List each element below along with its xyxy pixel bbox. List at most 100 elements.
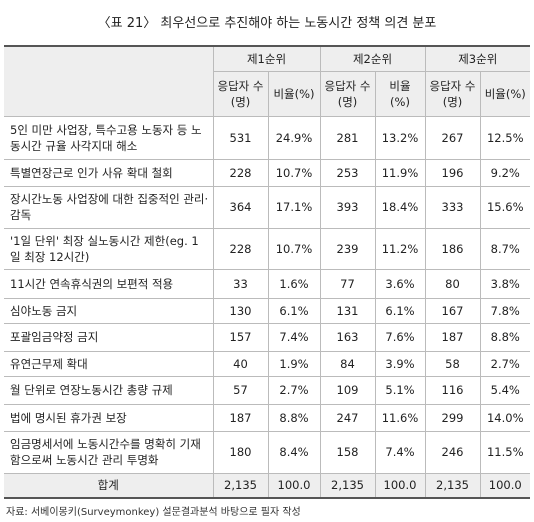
cell: 3.6%: [374, 268, 426, 299]
sub-header: 응답자 수(명): [319, 70, 376, 117]
table-row: 임금명세서에 노동시간수를 명확히 기재함으로써 노동시간 관리 투명화 180 8…: [4, 430, 530, 474]
cell: 267: [424, 115, 481, 160]
total-row: 합계 2,135 100.0 2,135 100.0 2,135 100.0: [4, 472, 530, 499]
cell: 13.2%: [374, 115, 426, 160]
row-label: 포괄임금약정 금지: [4, 322, 214, 352]
cell: 6.1%: [374, 297, 426, 324]
total-cell: 2,135: [319, 472, 376, 499]
cell: 299: [424, 403, 481, 432]
row-label: 유연근무제 확대: [4, 350, 214, 377]
cell: 167: [424, 297, 481, 324]
table: 제1순위 제2순위 제3순위 응답자 수(명) 비율(%) 응답자 수(명) 비율(%) 응답…: [4, 45, 530, 499]
cell: 1.6%: [267, 268, 321, 299]
cell: 131: [319, 297, 376, 324]
cell: 187: [212, 403, 269, 432]
cell: 12.5%: [479, 115, 530, 160]
cell: 2.7%: [479, 350, 530, 377]
cell: 186: [424, 227, 481, 270]
cell: 8.4%: [267, 430, 321, 474]
cell: 40: [212, 350, 269, 377]
cell: 9.2%: [479, 158, 530, 187]
cell: 24.9%: [267, 115, 321, 160]
cell: 393: [319, 185, 376, 229]
row-label: 월 단위로 연장노동시간 총량 규제: [4, 375, 214, 405]
cell: 3.8%: [479, 268, 530, 299]
cell: 11.5%: [479, 430, 530, 474]
cell: 7.4%: [267, 322, 321, 352]
cell: 1.9%: [267, 350, 321, 377]
group-header: 제2순위: [319, 45, 426, 72]
row-label: 심야노동 금지: [4, 297, 214, 324]
total-label: 합계: [4, 472, 214, 499]
table-row: 특별연장근로 인가 사유 확대 철회 228 10.7% 253 11.9% 196 9.2…: [4, 158, 530, 187]
row-label: 5인 미만 사업장, 특수고용 노동자 등 노동시간 규율 사각지대 해소: [4, 115, 214, 160]
cell: 333: [424, 185, 481, 229]
source-note: 자료: 서베이몽키(Surveymonkey) 설문결과분석 바탕으로 필자 작…: [6, 507, 301, 518]
header-corner: [4, 45, 214, 117]
sub-header: 응답자 수(명): [213, 70, 269, 117]
table-row: 법에 명시된 휴가권 보장 187 8.8% 247 11.6% 299 14.0%: [4, 403, 530, 432]
row-label: 특별연장근로 인가 사유 확대 철회: [4, 158, 214, 187]
cell: 364: [212, 185, 269, 229]
cell: 247: [319, 403, 376, 432]
cell: 116: [424, 375, 481, 405]
cell: 130: [212, 297, 269, 324]
total-cell: 2,135: [212, 472, 269, 499]
cell: 5.1%: [374, 375, 426, 405]
cell: 11.2%: [374, 227, 426, 270]
row-label: 장시간노동 사업장에 대한 집중적인 관리·감독: [4, 185, 214, 229]
sub-header: 비율(%): [267, 70, 321, 117]
cell: 158: [319, 430, 376, 474]
cell: 2.7%: [267, 375, 321, 405]
row-label: 11시간 연속휴식권의 보편적 적용: [4, 268, 214, 299]
cell: 15.6%: [479, 185, 530, 229]
header-row: 응답자 수(명) 비율(%) 응답자 수(명) 비율(%) 응답자 수(명) 비율(%): [4, 70, 530, 117]
cell: 17.1%: [267, 185, 321, 229]
cell: 80: [424, 268, 481, 299]
cell: 157: [212, 322, 269, 352]
table-row: 5인 미만 사업장, 특수고용 노동자 등 노동시간 규율 사각지대 해소 531…: [4, 115, 530, 160]
cell: 246: [424, 430, 481, 474]
cell: 8.8%: [267, 403, 321, 432]
cell: 77: [319, 268, 376, 299]
table-row: '1일 단위' 최장 실노동시간 제한(eg. 1일 최장 12시간) 228 10…: [4, 227, 530, 270]
cell: 7.4%: [374, 430, 426, 474]
title: 〈표 21〉 최우선으로 추진해야 하는 노동시간 정책 의견 분포: [97, 16, 437, 31]
table-row: 장시간노동 사업장에 대한 집중적인 관리·감독 364 17.1% 393 18.4%…: [4, 185, 530, 229]
cell: 7.8%: [479, 297, 530, 324]
cell: 33: [212, 268, 269, 299]
table-row: 포괄임금약정 금지 157 7.4% 163 7.6% 187 8.8%: [4, 322, 530, 352]
cell: 531: [212, 115, 269, 160]
cell: 163: [319, 322, 376, 352]
cell: 187: [424, 322, 481, 352]
cell: 57: [212, 375, 269, 405]
row-label: 임금명세서에 노동시간수를 명확히 기재함으로써 노동시간 관리 투명화: [4, 430, 214, 474]
cell: 58: [424, 350, 481, 377]
cell: 11.6%: [374, 403, 426, 432]
cell: 8.7%: [479, 227, 530, 270]
cell: 196: [424, 158, 481, 187]
cell: 10.7%: [267, 158, 321, 187]
cell: 228: [212, 158, 269, 187]
cell: 11.9%: [374, 158, 426, 187]
group-header: 제1순위: [212, 45, 321, 72]
cell: 253: [319, 158, 376, 187]
total-cell: 100.0: [479, 472, 530, 499]
cell: 14.0%: [479, 403, 530, 432]
cell: 239: [319, 227, 376, 270]
row-label: '1일 단위' 최장 실노동시간 제한(eg. 1일 최장 12시간): [4, 227, 214, 270]
sub-header: 비율(%): [374, 70, 426, 117]
cell: 3.9%: [374, 350, 426, 377]
total-cell: 2,135: [424, 472, 481, 499]
cell: 5.4%: [479, 375, 530, 405]
table-row: 심야노동 금지 130 6.1% 131 6.1% 167 7.8%: [4, 297, 530, 324]
header-row: 제1순위 제2순위 제3순위: [4, 45, 530, 117]
total-cell: 100.0: [374, 472, 426, 499]
total-cell: 100.0: [267, 472, 321, 499]
cell: 10.7%: [267, 227, 321, 270]
table-row: 유연근무제 확대 40 1.9% 84 3.9% 58 2.7%: [4, 350, 530, 377]
group-header: 제3순위: [424, 45, 530, 72]
table-row: 11시간 연속휴식권의 보편적 적용 33 1.6% 77 3.6% 80 3.8%: [4, 268, 530, 299]
cell: 18.4%: [374, 185, 426, 229]
